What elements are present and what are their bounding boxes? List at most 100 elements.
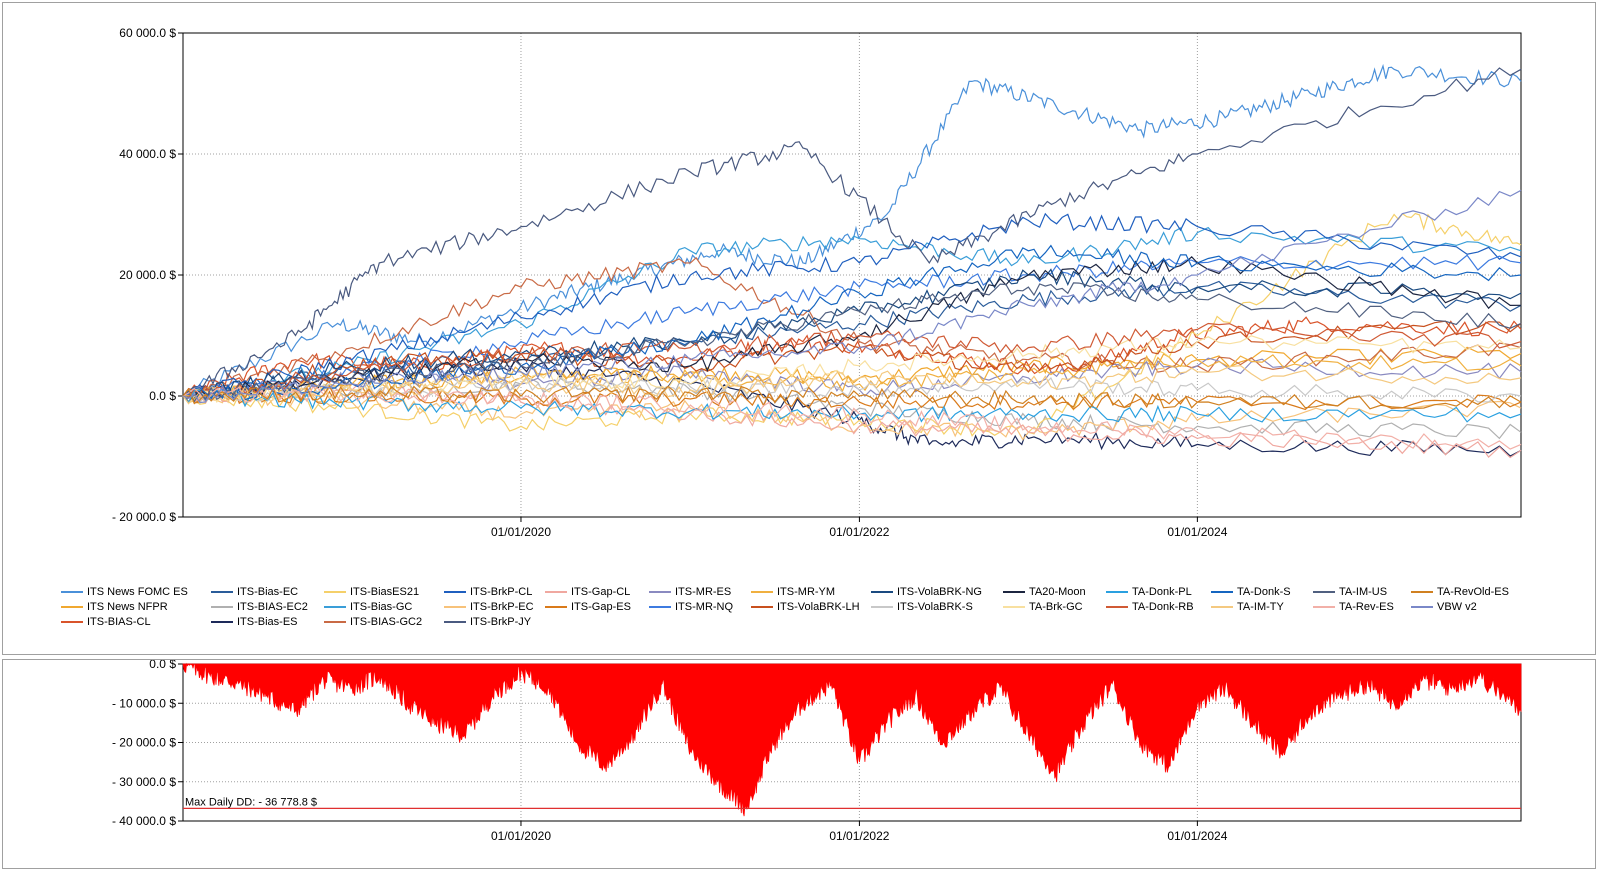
legend-label: ITS-Gap-CL [571,586,631,598]
legend-item: ITS-BrkP-EC [444,600,534,614]
y-tick-label: 0.0 $ [149,389,176,403]
legend-item: TA-Donk-S [1211,585,1291,599]
legend-label: TA-Donk-RB [1132,601,1194,613]
y-tick-label: - 10 000.0 $ [112,696,176,710]
y-tick-label: - 20 000.0 $ [112,736,176,750]
legend-swatch [649,591,671,593]
series-line-13 [182,387,1522,411]
legend-item: ITS-BIAS-GC2 [324,615,422,629]
legend-item: ITS-Bias-ES [211,615,298,629]
legend-label: ITS News FOMC ES [87,586,188,598]
legend-label: ITS-Bias-ES [237,616,298,628]
series-line-11 [182,67,1522,401]
legend-item: ITS-MR-NQ [649,600,733,614]
legend-label: ITS News NFPR [87,601,168,613]
legend-label: ITS-BiasES21 [350,586,420,598]
legend-item: ITS News NFPR [61,600,168,614]
legend-item: ITS-VolaBRK-S [871,600,973,614]
y-tick-label: - 30 000.0 $ [112,775,176,789]
legend-label: ITS-Bias-EC [237,586,299,598]
legend-swatch [1411,591,1433,593]
legend-item: TA-IM-TY [1211,600,1284,614]
series-line-6 [182,212,1522,437]
series-line-24 [182,244,1522,402]
legend: ITS News FOMC ES ITS News NFPR ITS-BIAS-CL… [61,585,1581,645]
series-line-9 [182,212,1522,399]
legend-item: TA-Donk-PL [1106,585,1192,599]
legend-item: ITS-Bias-EC [211,585,298,599]
series-line-28 [182,384,1522,410]
legend-label: TA-Brk-GC [1029,601,1083,613]
series-line-18 [182,268,1522,398]
legend-item: ITS News FOMC ES [61,585,188,599]
series-line-20 [182,255,1522,403]
legend-label: ITS-MR-YM [777,586,836,598]
series-line-17 [182,320,1522,397]
legend-label: ITS-BrkP-CL [470,586,533,598]
legend-swatch [871,591,893,593]
legend-swatch [211,621,233,623]
legend-label: TA-Rev-ES [1339,601,1394,613]
legend-item: ITS-BiasES21 [324,585,419,599]
legend-label: ITS-MR-NQ [675,601,734,613]
legend-swatch [751,591,773,593]
legend-swatch [1003,606,1025,608]
series-line-21 [182,335,1522,404]
legend-label: ITS-BrkP-JY [470,616,532,628]
legend-swatch [545,591,567,593]
legend-swatch [324,591,346,593]
legend-swatch [1313,591,1335,593]
legend-swatch [444,591,466,593]
legend-swatch [751,606,773,608]
legend-label: ITS-BIAS-CL [87,616,151,628]
series-line-25 [182,364,1522,405]
legend-swatch [545,606,567,608]
x-tick-label: 01/01/2022 [829,829,889,843]
legend-label: VBW v2 [1437,601,1477,613]
legend-swatch [871,606,893,608]
legend-swatch [1411,606,1433,608]
legend-swatch [61,606,83,608]
legend-swatch [1003,591,1025,593]
max-dd-label: Max Daily DD: - 36 778.8 $ [185,796,317,808]
legend-label: TA-IM-TY [1237,601,1284,613]
legend-item: ITS-VolaBRK-NG [871,585,982,599]
x-tick-label: 01/01/2022 [829,525,889,539]
x-tick-label: 01/01/2020 [491,525,551,539]
legend-item: ITS-MR-ES [649,585,731,599]
drawdown-chart: 0.0 $ - 10 000.0 $ - 20 000.0 $ - 30 000.0 … [112,660,1522,843]
legend-swatch [324,606,346,608]
legend-item: VBW v2 [1411,600,1477,614]
series-line-0 [182,63,1522,397]
y-tick-label: 60 000.0 $ [119,26,176,40]
series-line-29 [182,189,1522,404]
legend-swatch [1106,591,1128,593]
legend-item: ITS-Gap-CL [545,585,630,599]
series-line-27 [182,385,1522,450]
legend-label: ITS-BIAS-GC2 [350,616,423,628]
legend-label: ITS-MR-ES [675,586,732,598]
legend-swatch [324,621,346,623]
equity-chart: 60 000.0 $ 40 000.0 $ 20 000.0 $ 0.0 $ - 20 … [112,26,1522,539]
legend-item: ITS-VolaBRK-LH [751,600,860,614]
legend-item: TA20-Moon [1003,585,1086,599]
x-tick-label: 01/01/2024 [1167,829,1227,843]
legend-item: TA-IM-US [1313,585,1387,599]
series-line-23 [182,322,1522,399]
legend-swatch [444,606,466,608]
legend-swatch [444,621,466,623]
legend-swatch [61,621,83,623]
series-line-8 [182,256,1522,397]
legend-swatch [1211,606,1233,608]
legend-item: ITS-Gap-ES [545,600,631,614]
legend-item: ITS-BIAS-EC2 [211,600,308,614]
legend-swatch [1313,606,1335,608]
legend-swatch [1211,591,1233,593]
y-tick-label: 20 000.0 $ [119,268,176,282]
legend-item: TA-RevOld-ES [1411,585,1509,599]
legend-swatch [211,606,233,608]
equity-chart-panel: 60 000.0 $ 40 000.0 $ 20 000.0 $ 0.0 $ - 20 … [2,2,1596,655]
legend-label: ITS-Gap-ES [571,601,631,613]
legend-item: TA-Donk-RB [1106,600,1194,614]
legend-label: TA-Donk-S [1237,586,1291,598]
